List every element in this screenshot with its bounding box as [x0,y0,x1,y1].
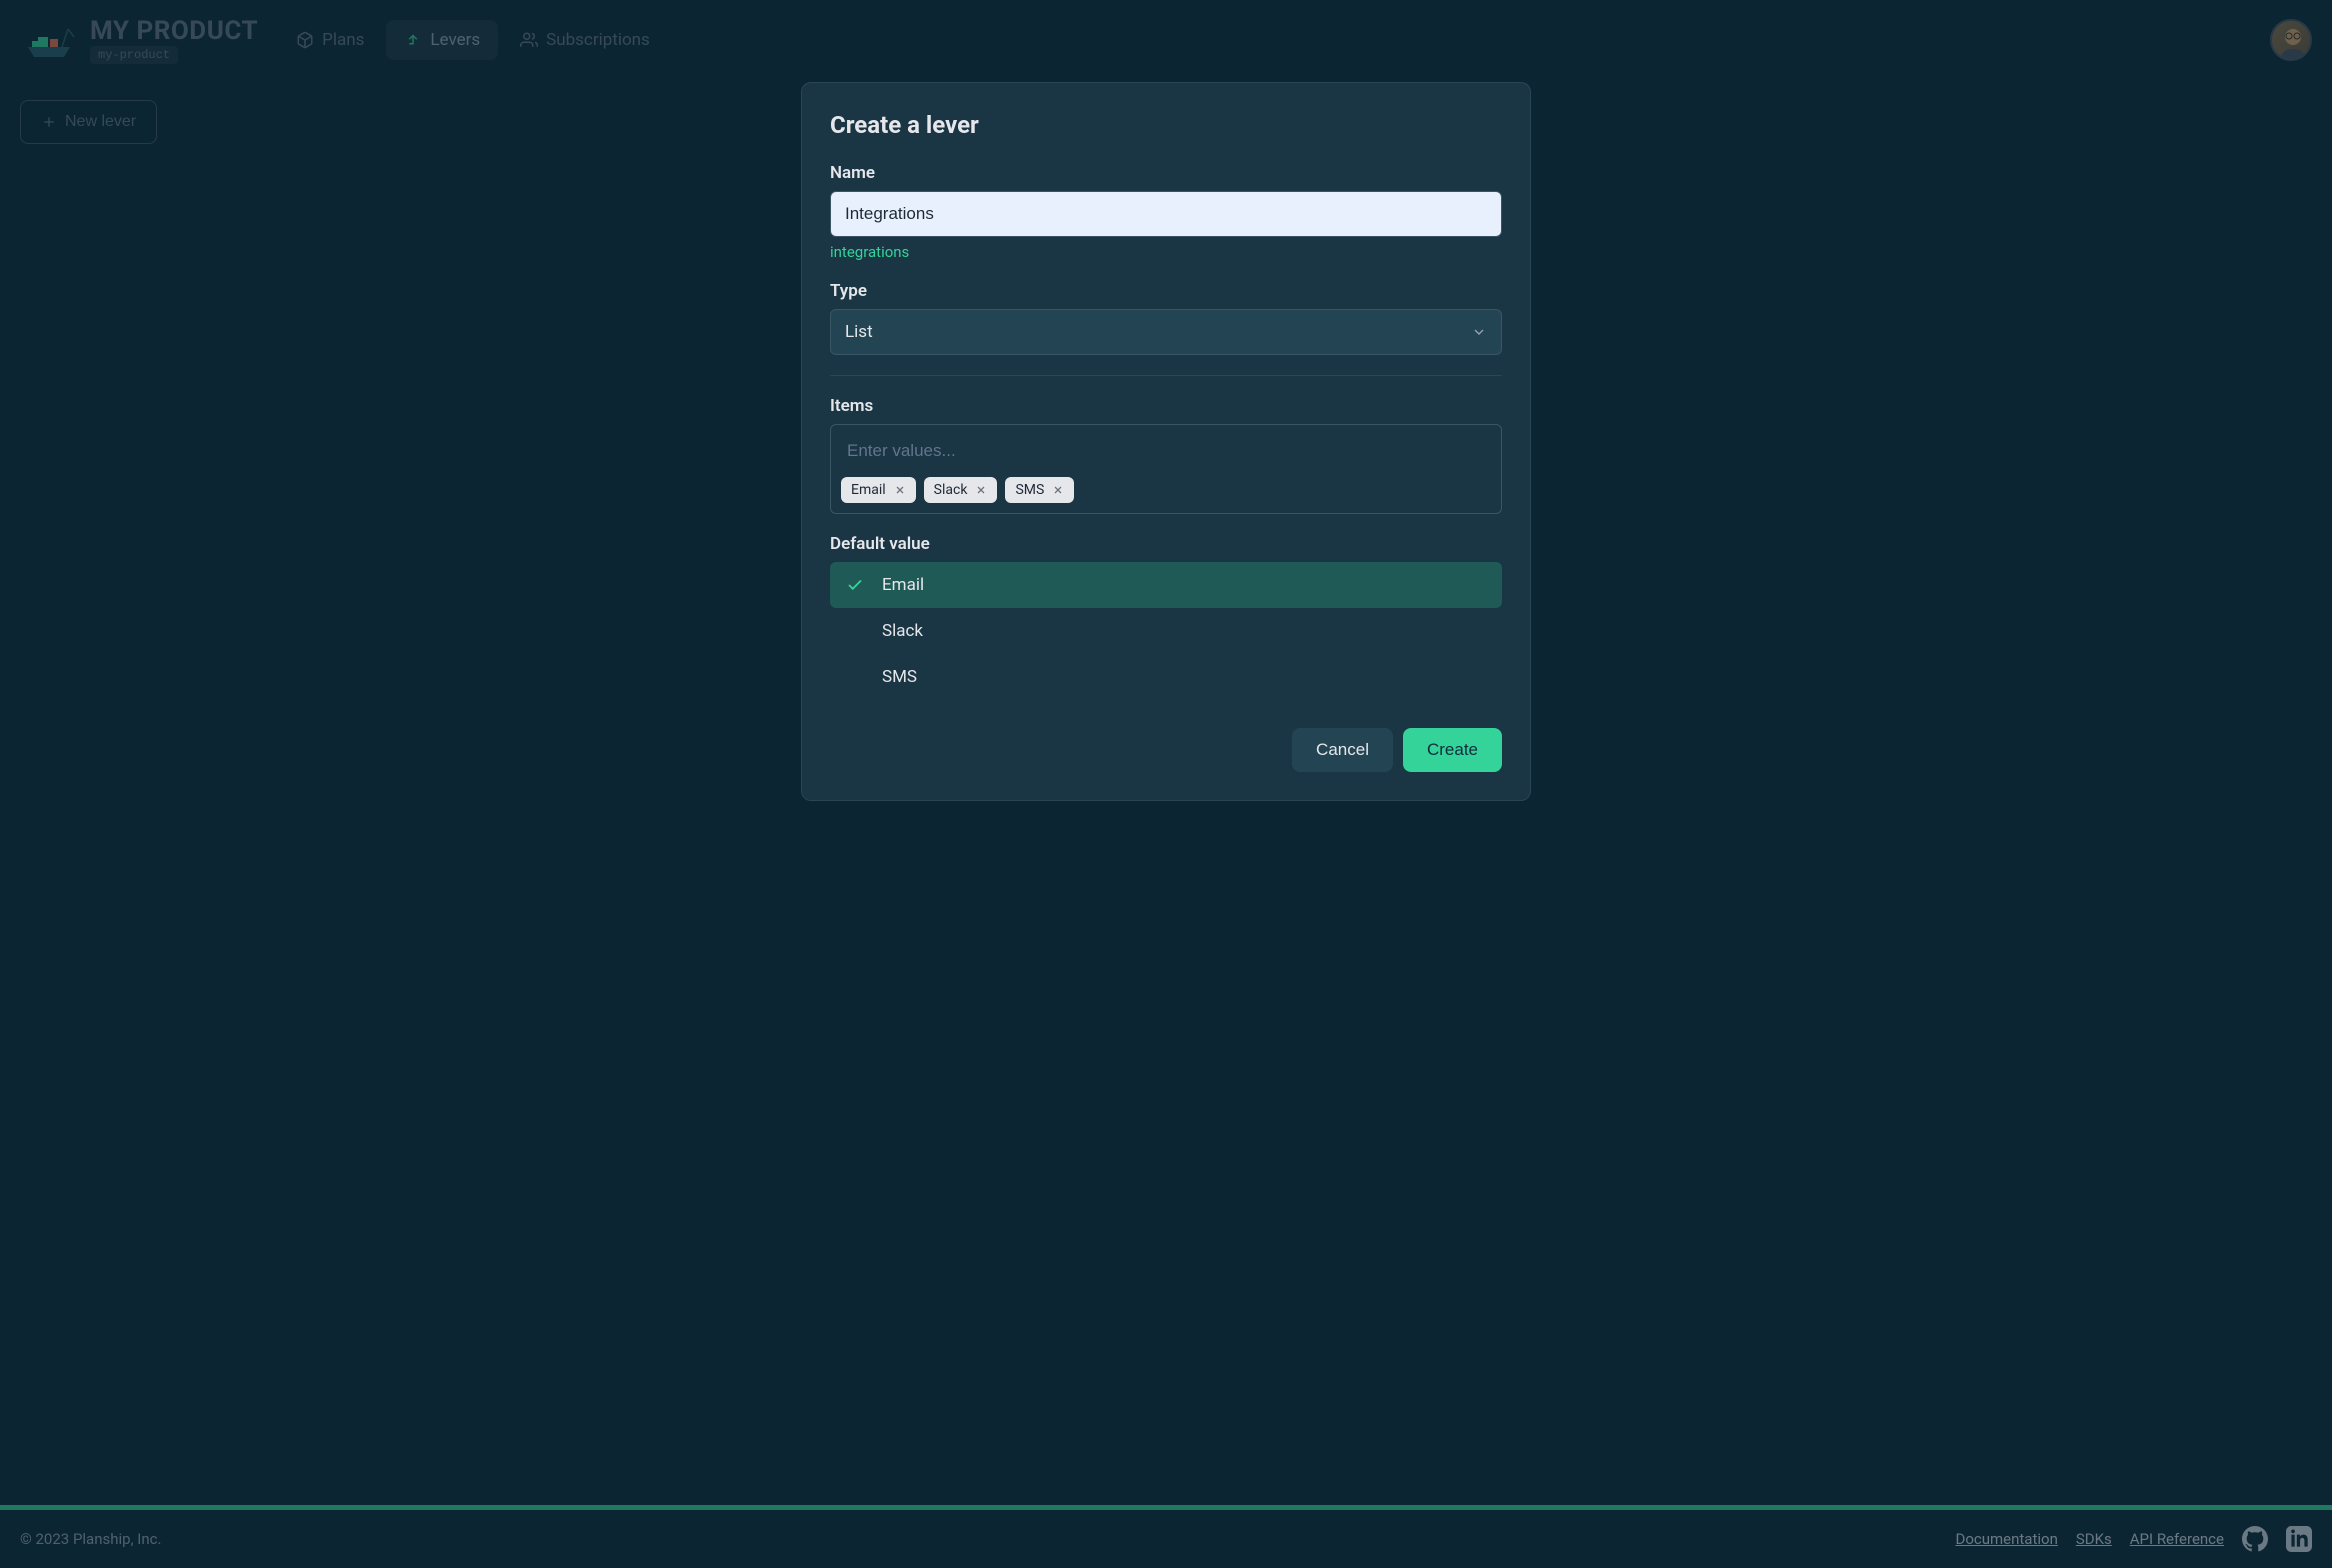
tag-label: SMS [1015,482,1044,498]
type-label: Type [830,281,1502,301]
check-icon [846,576,864,594]
type-select[interactable]: List [830,309,1502,355]
modal-actions: Cancel Create [830,728,1502,772]
tag-label: Email [851,482,886,498]
default-value-list: Email Slack SMS [830,562,1502,700]
items-label: Items [830,396,1502,416]
default-value-label: Default value [830,534,1502,554]
slug-preview: integrations [830,243,1502,261]
type-form-group: Type List [830,281,1502,355]
form-divider [830,375,1502,376]
default-option-sms[interactable]: SMS [830,654,1502,700]
option-label: Email [882,575,924,595]
name-form-group: Name integrations [830,163,1502,261]
create-button[interactable]: Create [1403,728,1502,772]
tag-close-icon[interactable] [975,484,987,496]
create-lever-modal: Create a lever Name integrations Type Li… [801,82,1531,801]
tag-close-icon[interactable] [1052,484,1064,496]
tag-slack: Slack [924,477,998,503]
default-option-email[interactable]: Email [830,562,1502,608]
tag-email: Email [841,477,916,503]
default-option-slack[interactable]: Slack [830,608,1502,654]
option-label: SMS [882,667,917,687]
name-input[interactable] [830,191,1502,237]
default-value-form-group: Default value Email Slack SMS [830,534,1502,700]
tag-close-icon[interactable] [894,484,906,496]
tag-label: Slack [934,482,968,498]
modal-backdrop: Create a lever Name integrations Type Li… [0,0,2332,1568]
items-container: Email Slack [830,424,1502,514]
type-value: List [845,322,873,342]
name-label: Name [830,163,1502,183]
items-input[interactable] [841,435,1491,467]
tags-row: Email Slack [841,477,1491,503]
cancel-button[interactable]: Cancel [1292,728,1393,772]
items-form-group: Items Email Slack [830,396,1502,514]
modal-title: Create a lever [830,111,1502,139]
option-label: Slack [882,621,923,641]
chevron-down-icon [1471,324,1487,340]
tag-sms: SMS [1005,477,1074,503]
